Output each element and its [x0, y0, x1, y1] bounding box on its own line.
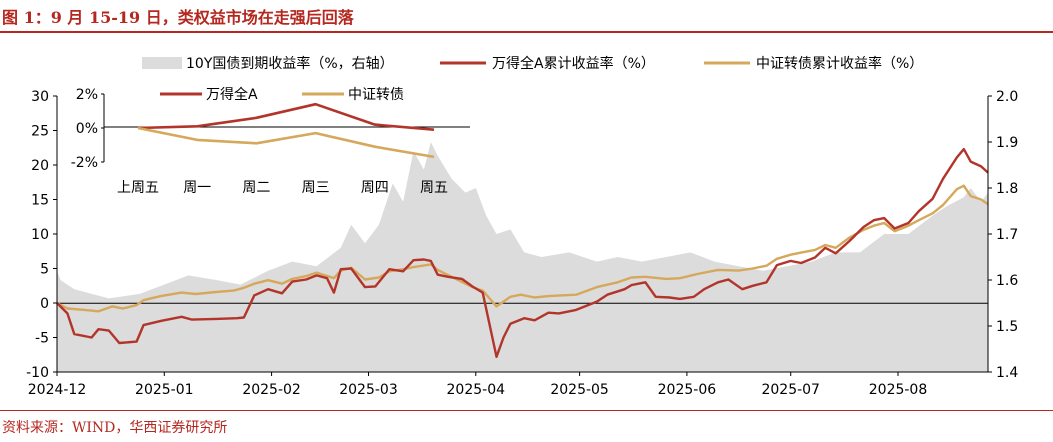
x-tick-label: 2025-03 [339, 382, 398, 398]
right-tick-label: 1.5 [996, 319, 1018, 335]
inset-chart: 万得全A 中证转债 -2% 0% 2% 上周五 周一 周二 周三 周四 周五 [71, 86, 470, 196]
left-tick-label: 15 [31, 193, 49, 209]
inset-legend-label-wind-a: 万得全A [206, 86, 258, 103]
legend-label-wind-a: 万得全A累计收益率（%） [492, 55, 655, 72]
x-tick-label: 2025-07 [761, 382, 820, 398]
inset-y-tick-label: 2% [76, 87, 98, 103]
x-tick-label: 2025-08 [869, 382, 928, 398]
inset-x-tick-label: 上周五 [117, 180, 159, 196]
inset-legend-label-cb: 中证转债 [348, 87, 404, 103]
figure-title: 图 1：9 月 15-19 日，类权益市场在走强后回落 [2, 8, 354, 27]
x-axis-ticks: 2024-12 2025-01 2025-02 2025-03 2025-04 2025-… [28, 372, 928, 398]
inset-x-tick-label: 周二 [242, 180, 270, 196]
bond-yield-area [57, 142, 988, 372]
legend-item-bond-yield: 10Y国债到期收益率（%，右轴） [142, 55, 394, 72]
inset-x-ticks: 上周五 周一 周二 周三 周四 周五 [117, 180, 448, 196]
x-tick-label: 2024-12 [28, 382, 87, 398]
right-tick-label: 1.9 [996, 135, 1018, 151]
x-tick-label: 2025-06 [658, 382, 717, 398]
wind-all-a-line [56, 147, 989, 358]
right-axis-ticks: 1.4 1.5 1.6 1.7 1.8 1.9 2.0 [988, 89, 1018, 381]
left-tick-label: 10 [31, 227, 49, 243]
right-tick-label: 1.7 [996, 227, 1018, 243]
inset-wind-all-a-line [137, 102, 435, 131]
legend-item-cb: 中证转债累计收益率（%） [704, 55, 923, 72]
left-tick-label: 0 [40, 296, 49, 312]
bond-yield-area-path [57, 142, 988, 372]
inset-y-ticks: -2% 0% 2% [71, 87, 104, 171]
left-tick-label: 25 [31, 124, 49, 140]
source-rule [0, 410, 1053, 411]
x-tick-label: 2025-05 [550, 382, 609, 398]
inset-x-tick-label: 周三 [302, 180, 330, 196]
right-tick-label: 1.8 [996, 181, 1018, 197]
legend-label-bond-yield: 10Y国债到期收益率（%，右轴） [186, 55, 394, 72]
legend: 10Y国债到期收益率（%，右轴） 万得全A累计收益率（%） 中证转债累计收益率（… [142, 55, 923, 72]
inset-x-tick-label: 周四 [361, 180, 389, 196]
x-tick-label: 2025-04 [447, 382, 506, 398]
convertible-bond-line [56, 184, 989, 313]
legend-swatch-bond-yield [142, 57, 182, 69]
inset-x-tick-label: 周一 [183, 180, 211, 196]
title-rule [0, 31, 1053, 33]
legend-item-wind-a: 万得全A累计收益率（%） [440, 55, 655, 72]
x-tick-label: 2025-02 [242, 382, 301, 398]
x-tick-label: 2025-01 [135, 382, 194, 398]
inset-y-tick-label: -2% [71, 155, 98, 171]
right-tick-label: 1.6 [996, 273, 1018, 289]
inset-legend: 万得全A 中证转债 [160, 86, 404, 103]
inset-convertible-bond-line [137, 126, 435, 159]
left-tick-label: -10 [26, 365, 49, 381]
right-tick-label: 1.4 [996, 365, 1018, 381]
inset-y-tick-label: 0% [76, 121, 98, 137]
main-series-lines [56, 147, 989, 358]
legend-label-cb: 中证转债累计收益率（%） [756, 55, 923, 72]
right-tick-label: 2.0 [996, 89, 1018, 105]
left-tick-label: 30 [31, 89, 49, 105]
left-tick-label: 20 [31, 158, 49, 174]
left-tick-label: 5 [40, 262, 49, 278]
left-tick-label: -5 [35, 331, 49, 347]
inset-series-lines [137, 102, 435, 159]
left-axis-ticks: -10 -5 0 5 10 15 20 25 30 [26, 89, 57, 381]
inset-x-tick-label: 周五 [420, 180, 448, 196]
source-note: 资料来源：WIND，华西证券研究所 [2, 420, 228, 436]
